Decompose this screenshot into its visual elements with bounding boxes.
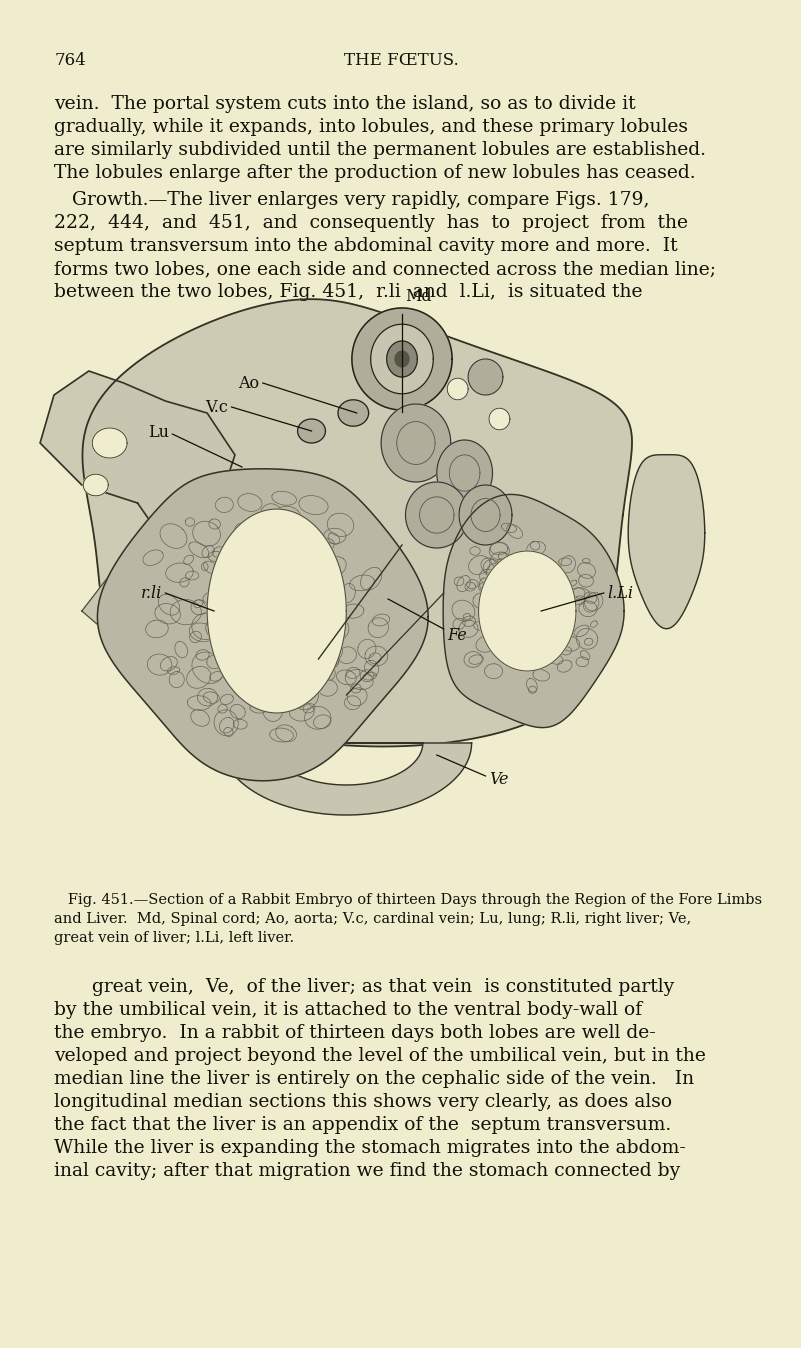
Text: inal cavity; after that migration we find the stomach connected by: inal cavity; after that migration we fin… xyxy=(54,1162,681,1180)
Text: the fact that the liver is an appendix of the  septum transversum.: the fact that the liver is an appendix o… xyxy=(54,1116,672,1134)
Text: 222,  444,  and  451,  and  consequently  has  to  project  from  the: 222, 444, and 451, and consequently has … xyxy=(54,214,689,232)
Polygon shape xyxy=(98,469,429,780)
Text: Growth.—The liver enlarges very rapidly, compare Figs. 179,: Growth.—The liver enlarges very rapidly,… xyxy=(54,191,650,209)
Text: great vein of liver; l.Li, left liver.: great vein of liver; l.Li, left liver. xyxy=(54,931,295,945)
Polygon shape xyxy=(371,325,433,394)
Polygon shape xyxy=(92,429,127,458)
Polygon shape xyxy=(395,352,409,367)
Text: Fig. 451.—Section of a Rabbit Embryo of thirteen Days through the Region of the : Fig. 451.—Section of a Rabbit Embryo of … xyxy=(54,892,763,907)
Polygon shape xyxy=(387,341,417,377)
Text: V.c: V.c xyxy=(205,399,228,415)
Polygon shape xyxy=(459,485,512,545)
Text: l.Li: l.Li xyxy=(607,585,634,601)
Polygon shape xyxy=(298,419,325,443)
Text: r.li: r.li xyxy=(141,585,162,601)
Text: The lobules enlarge after the production of new lobules has ceased.: The lobules enlarge after the production… xyxy=(54,164,696,182)
Polygon shape xyxy=(489,408,510,430)
Text: between the two lobes, Fig. 451,  r.li  and  l.Li,  is situated the: between the two lobes, Fig. 451, r.li an… xyxy=(54,283,643,301)
Polygon shape xyxy=(207,510,346,713)
Polygon shape xyxy=(468,359,503,395)
Text: septum transversum into the abdominal cavity more and more.  It: septum transversum into the abdominal ca… xyxy=(54,237,678,255)
Text: great vein,  Ve,  of the liver; as that vein  is constituted partly: great vein, Ve, of the liver; as that ve… xyxy=(92,979,674,996)
Text: gradually, while it expands, into lobules, and these primary lobules: gradually, while it expands, into lobule… xyxy=(54,119,689,136)
Polygon shape xyxy=(443,495,624,728)
Text: longitudinal median sections this shows very clearly, as does also: longitudinal median sections this shows … xyxy=(54,1093,673,1111)
Polygon shape xyxy=(221,743,472,816)
Text: by the umbilical vein, it is attached to the ventral body-wall of: by the umbilical vein, it is attached to… xyxy=(54,1002,642,1019)
Polygon shape xyxy=(478,551,576,671)
Polygon shape xyxy=(352,307,452,410)
Text: veloped and project beyond the level of the umbilical vein, but in the: veloped and project beyond the level of … xyxy=(54,1047,706,1065)
Text: Md: Md xyxy=(405,288,432,305)
Text: Fe: Fe xyxy=(447,627,467,643)
Text: the embryo.  In a rabbit of thirteen days both lobes are well de-: the embryo. In a rabbit of thirteen days… xyxy=(54,1024,656,1042)
Text: and Liver.  Md, Spinal cord; Ao, aorta; V.c, cardinal vein; Lu, lung; R.li, righ: and Liver. Md, Spinal cord; Ao, aorta; V… xyxy=(54,913,692,926)
Text: 764: 764 xyxy=(54,53,87,69)
Polygon shape xyxy=(82,576,123,630)
Text: While the liver is expanding the stomach migrates into the abdom-: While the liver is expanding the stomach… xyxy=(54,1139,686,1157)
Text: median line the liver is entirely on the cephalic side of the vein.   In: median line the liver is entirely on the… xyxy=(54,1070,694,1088)
Text: Ao: Ao xyxy=(238,375,260,391)
Polygon shape xyxy=(628,454,705,628)
Polygon shape xyxy=(40,371,235,532)
Text: Lu: Lu xyxy=(148,423,169,441)
Polygon shape xyxy=(405,483,468,549)
Text: forms two lobes, one each side and connected across the median line;: forms two lobes, one each side and conne… xyxy=(54,260,716,278)
Polygon shape xyxy=(83,299,632,747)
Polygon shape xyxy=(83,474,108,496)
Text: are similarly subdivided until the permanent lobules are established.: are similarly subdivided until the perma… xyxy=(54,142,706,159)
Text: vein.  The portal system cuts into the island, so as to divide it: vein. The portal system cuts into the is… xyxy=(54,94,636,113)
Polygon shape xyxy=(381,404,451,483)
Polygon shape xyxy=(338,400,368,426)
Text: THE FŒTUS.: THE FŒTUS. xyxy=(344,53,458,69)
Polygon shape xyxy=(447,379,468,400)
Text: Ve: Ve xyxy=(489,771,509,787)
Polygon shape xyxy=(437,439,493,506)
